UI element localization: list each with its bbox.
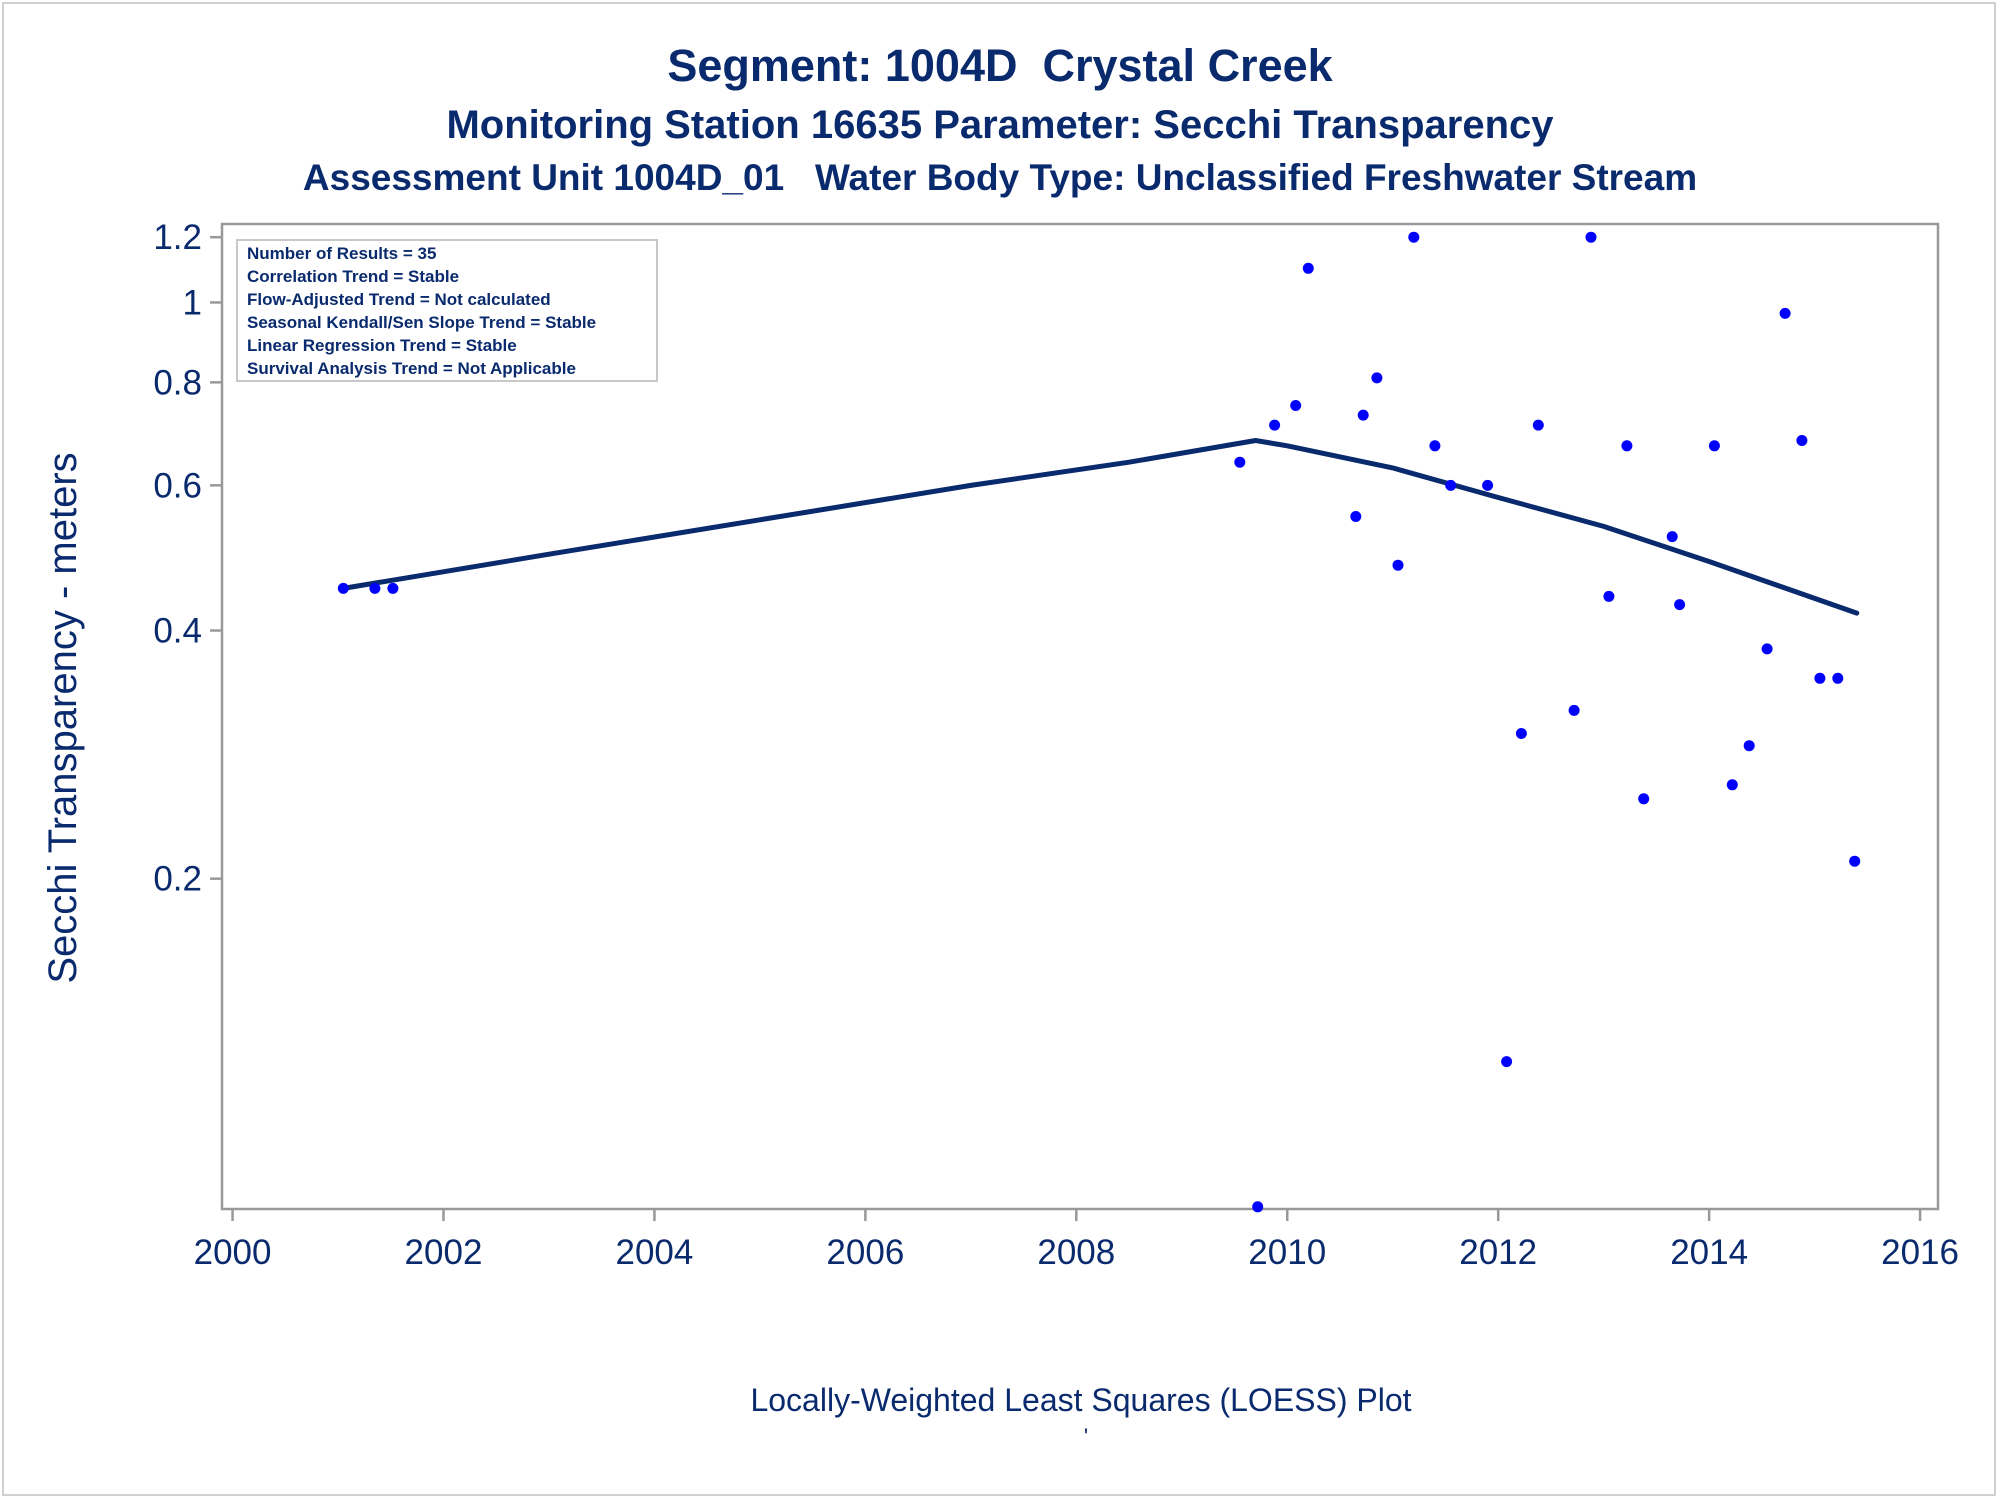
info-box-border bbox=[236, 239, 658, 382]
y-tick-label: 0.8 bbox=[153, 363, 202, 402]
x-tick-label: 2006 bbox=[826, 1233, 904, 1272]
data-point bbox=[1515, 728, 1527, 739]
info-box-line: Flow-Adjusted Trend = Not calculated bbox=[247, 290, 551, 309]
chart-title: Segment: 1004D Crystal Creek bbox=[667, 40, 1333, 91]
data-point bbox=[1252, 1201, 1264, 1213]
x-tick-label: 2008 bbox=[1037, 1233, 1115, 1272]
y-axis-title: Secchi Transparency - meters bbox=[41, 452, 85, 983]
data-point bbox=[387, 582, 399, 594]
data-point bbox=[1568, 704, 1580, 716]
data-point bbox=[1814, 672, 1826, 684]
data-point bbox=[1708, 440, 1720, 452]
data-points-layer bbox=[337, 231, 1861, 1213]
data-point bbox=[369, 582, 381, 594]
data-point bbox=[1482, 479, 1494, 491]
data-point bbox=[1302, 262, 1314, 274]
data-point bbox=[1849, 855, 1861, 867]
data-point bbox=[1350, 511, 1362, 522]
x-tick-label: 2012 bbox=[1459, 1233, 1537, 1272]
y-tick-label: 0.6 bbox=[153, 466, 202, 505]
info-box-line: Correlation Trend = Stable bbox=[247, 267, 459, 286]
data-point bbox=[1638, 793, 1650, 805]
data-point bbox=[1726, 779, 1738, 791]
y-tick-label: 1 bbox=[183, 283, 202, 322]
data-point bbox=[1743, 740, 1755, 752]
chart-subtitle-assessment: Assessment Unit 1004D_01 Water Body Type… bbox=[302, 157, 1698, 198]
x-axis-title: Locally-Weighted Least Squares (LOESS) P… bbox=[750, 1382, 1411, 1418]
loess-line bbox=[340, 438, 1860, 616]
data-point bbox=[1234, 456, 1246, 468]
x-tick-label: 2000 bbox=[194, 1233, 272, 1272]
data-point bbox=[337, 582, 349, 594]
loess-line-layer bbox=[340, 438, 1860, 616]
data-point bbox=[1603, 590, 1615, 602]
data-point bbox=[1832, 672, 1844, 684]
data-point bbox=[1585, 231, 1597, 243]
y-tick-label: 1.2 bbox=[153, 218, 202, 257]
footnote-mark: ' bbox=[1084, 1424, 1088, 1449]
chart-subtitle-station: Monitoring Station 16635 Parameter: Secc… bbox=[446, 103, 1554, 147]
data-point bbox=[1761, 643, 1773, 655]
data-point bbox=[1621, 440, 1633, 452]
x-tick-label: 2002 bbox=[405, 1233, 483, 1272]
data-point bbox=[1357, 409, 1369, 421]
data-point bbox=[1371, 372, 1383, 384]
data-point bbox=[1674, 599, 1686, 611]
info-box-line: Number of Results = 35 bbox=[247, 244, 436, 263]
plot-area-border bbox=[220, 222, 1940, 1211]
info-box-line: Seasonal Kendall/Sen Slope Trend = Stabl… bbox=[247, 313, 596, 332]
y-tick-label: 0.2 bbox=[153, 860, 202, 899]
x-tick-label: 2014 bbox=[1670, 1233, 1748, 1272]
data-point bbox=[1392, 559, 1404, 571]
axes-layer: 2000 2002 2004 2006 2008 2010 2012 2014 2016 0.2 0… bbox=[153, 218, 1959, 1272]
info-box-line: Survival Analysis Trend = Not Applicable bbox=[247, 359, 576, 378]
data-point bbox=[1779, 307, 1791, 319]
x-tick-label: 2010 bbox=[1248, 1233, 1326, 1272]
x-tick-label: 2004 bbox=[615, 1233, 693, 1272]
data-point bbox=[1666, 531, 1678, 543]
info-box: Number of Results = 35 Correlation Trend … bbox=[236, 239, 658, 382]
data-point bbox=[1445, 479, 1457, 491]
data-point bbox=[1408, 231, 1420, 243]
data-point bbox=[1501, 1056, 1513, 1068]
data-point bbox=[1290, 400, 1302, 411]
data-point bbox=[1269, 419, 1281, 431]
y-tick-label: 0.4 bbox=[153, 612, 202, 651]
data-point bbox=[1429, 440, 1441, 452]
info-box-line: Linear Regression Trend = Stable bbox=[247, 336, 517, 355]
x-tick-label: 2016 bbox=[1881, 1233, 1959, 1272]
data-point bbox=[1796, 435, 1808, 446]
data-point bbox=[1532, 419, 1544, 431]
